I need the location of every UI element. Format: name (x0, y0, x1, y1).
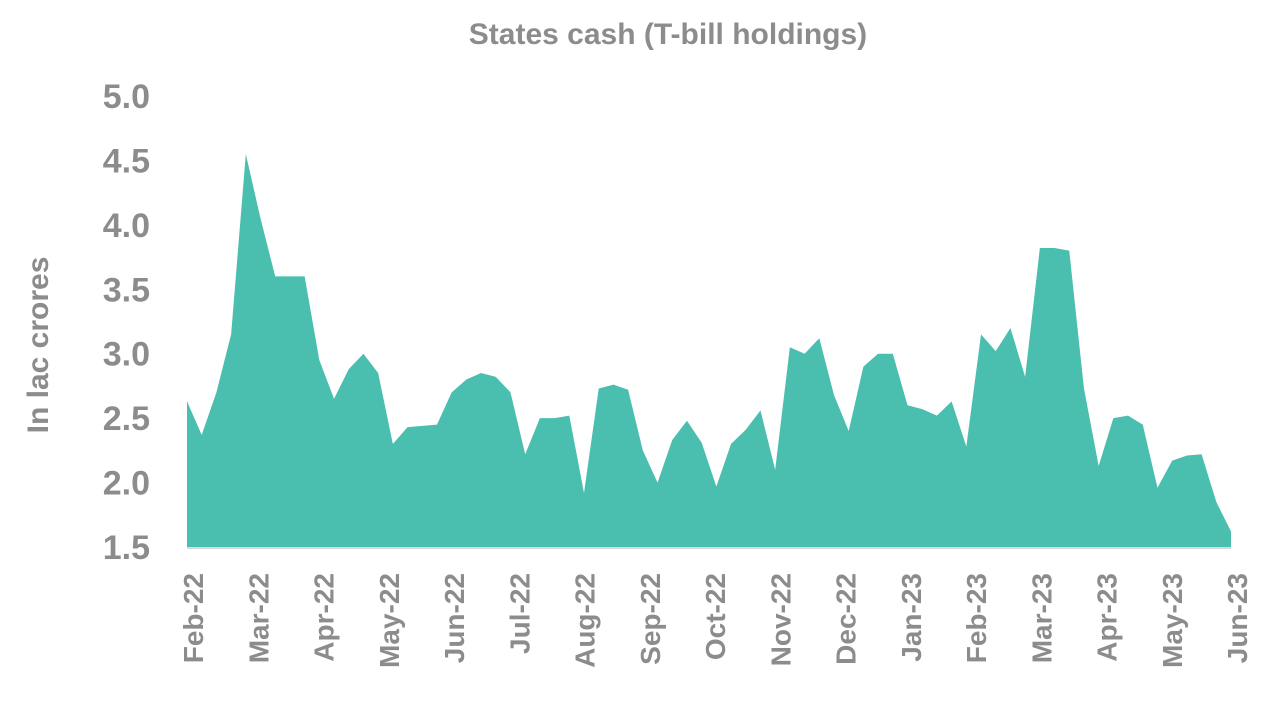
x-tick-label: Jun-23 (1222, 573, 1253, 663)
x-tick-label: Apr-23 (1092, 573, 1123, 662)
plot-area (187, 153, 1231, 549)
y-axis-ticks: 5.0 4.5 4.0 3.5 3.0 2.5 2.0 1.5 (103, 78, 150, 567)
x-axis-ticks: Feb-22 Mar-22 Apr-22 May-22 Jun-22 Jul-22 Aug-… (178, 573, 1253, 668)
x-tick-label: Oct-22 (700, 573, 731, 660)
x-tick-label: Feb-23 (961, 573, 992, 663)
y-tick-label: 4.0 (103, 207, 150, 245)
x-tick-label: Jul-22 (504, 573, 535, 654)
x-tick-label: Aug-22 (570, 573, 601, 668)
y-axis-label: In lac crores (22, 257, 55, 434)
x-tick-label: Mar-23 (1026, 573, 1057, 663)
x-tick-label: Nov-22 (765, 573, 796, 666)
x-tick-label: May-23 (1157, 573, 1188, 668)
x-tick-label: May-22 (374, 573, 405, 668)
x-tick-label: Jan-23 (896, 573, 927, 662)
x-tick-label: Mar-22 (243, 573, 274, 663)
y-tick-label: 3.0 (103, 336, 150, 374)
y-tick-label: 2.0 (103, 465, 150, 503)
y-tick-label: 1.5 (103, 529, 150, 567)
x-tick-label: Sep-22 (635, 573, 666, 665)
y-tick-label: 3.5 (103, 271, 150, 309)
y-tick-label: 4.5 (103, 142, 150, 180)
chart-title: States cash (T-bill holdings) (469, 18, 867, 51)
series-area (187, 153, 1231, 548)
x-tick-label: Feb-22 (178, 573, 209, 663)
y-tick-label: 5.0 (103, 78, 150, 116)
x-tick-label: Apr-22 (309, 573, 340, 662)
x-tick-label: Dec-22 (831, 573, 862, 665)
x-tick-label: Jun-22 (439, 573, 470, 663)
y-tick-label: 2.5 (103, 400, 150, 438)
